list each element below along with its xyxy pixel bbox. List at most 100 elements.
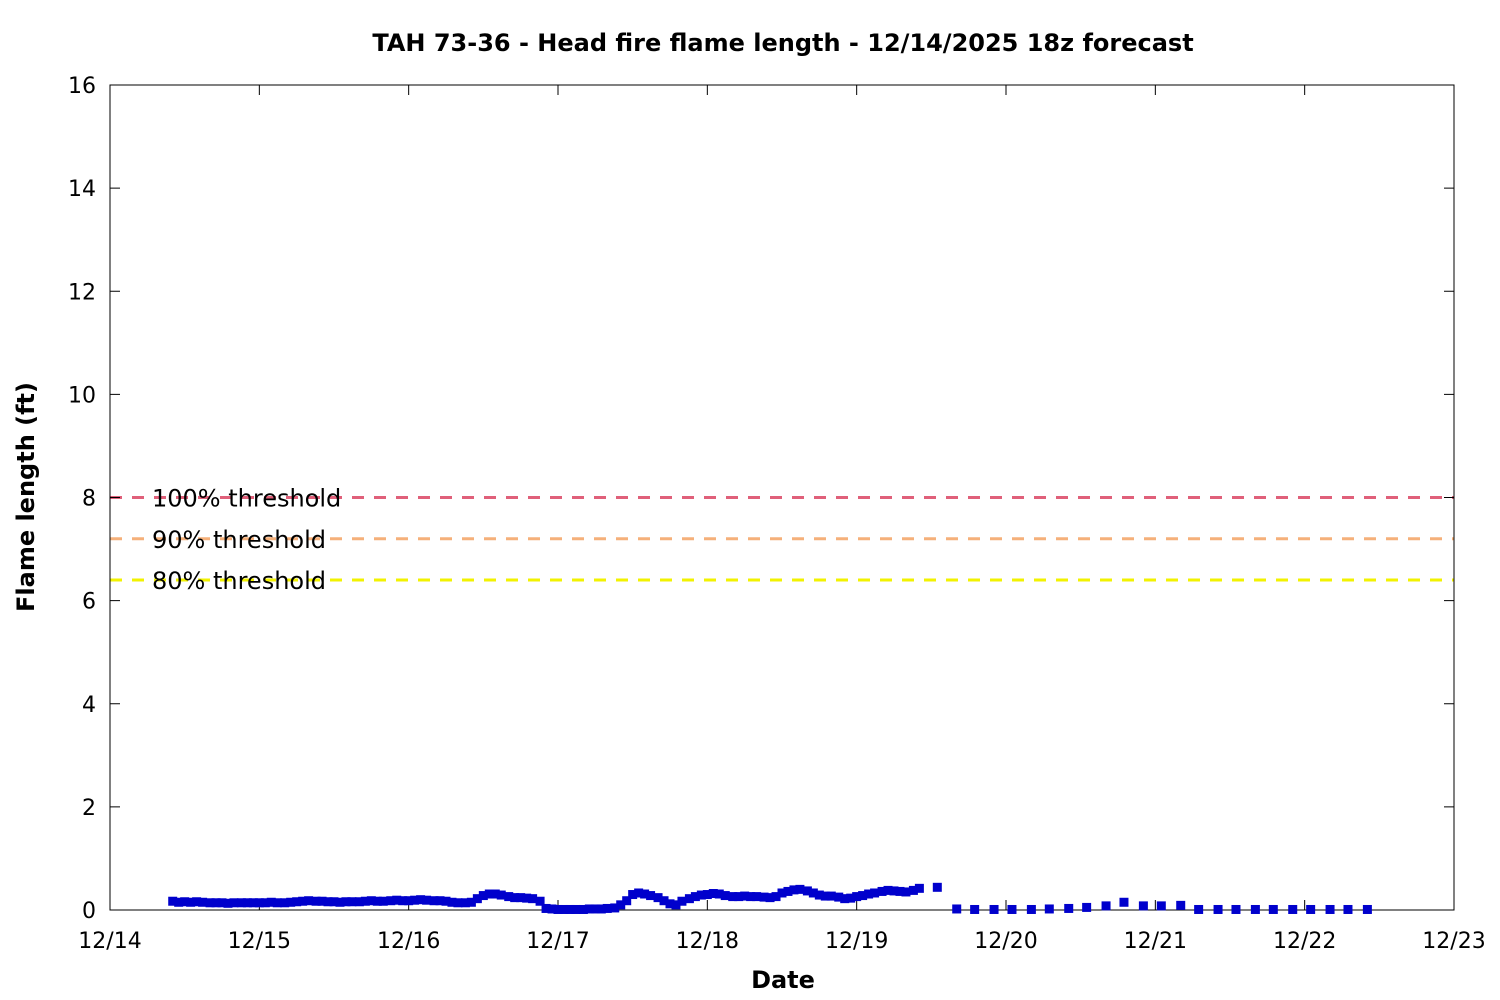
data-point [883, 885, 893, 895]
data-point [429, 896, 439, 906]
data-point [802, 886, 812, 896]
data-point [254, 898, 264, 908]
chart-title: TAH 73-36 - Head fire flame length - 12/… [372, 29, 1193, 57]
x-axis-label: Date [751, 966, 815, 994]
data-point [192, 897, 202, 907]
y-axis-ticks: 0 2 4 6 8 10 12 14 16 [68, 74, 1454, 924]
data-point [490, 889, 500, 899]
data-point [168, 896, 178, 906]
data-point [914, 883, 924, 893]
data-point [571, 904, 581, 914]
data-point [1231, 904, 1241, 914]
data-point [510, 893, 520, 903]
data-point [559, 904, 569, 914]
data-point [1026, 904, 1036, 914]
x-tick-label: 12/21 [1124, 929, 1187, 954]
data-point [584, 904, 594, 914]
data-point [714, 889, 724, 899]
data-point [659, 896, 669, 906]
data-point [1194, 904, 1204, 914]
data-point [740, 891, 750, 901]
data-point [460, 898, 470, 908]
data-point [1362, 904, 1372, 914]
data-point [708, 889, 718, 898]
data-point [372, 896, 382, 906]
data-point [864, 889, 874, 899]
data-point [242, 898, 252, 908]
data-point [702, 890, 712, 900]
threshold-lines [110, 496, 1454, 582]
data-point [1213, 904, 1223, 914]
data-point [826, 891, 836, 901]
x-tick-label: 12/17 [526, 929, 589, 954]
data-point [596, 904, 606, 914]
data-point [280, 898, 290, 908]
data-point [696, 890, 706, 900]
data-point [1343, 904, 1353, 914]
data-point [901, 887, 911, 897]
data-point [272, 898, 282, 908]
data-point [341, 897, 351, 907]
data-point [323, 897, 333, 907]
data-point [447, 897, 457, 907]
data-point [989, 904, 999, 914]
y-tick-label: 6 [82, 590, 96, 615]
x-tick-label: 12/23 [1422, 929, 1485, 954]
x-tick-label: 12/18 [676, 929, 739, 954]
data-point [504, 892, 514, 902]
data-point [329, 897, 339, 907]
data-point [1064, 903, 1074, 913]
data-point [1082, 902, 1092, 912]
data-point [286, 897, 296, 907]
data-point [205, 898, 215, 908]
data-point [528, 894, 538, 904]
data-point [378, 896, 388, 906]
data-point [1119, 897, 1129, 907]
data-point [578, 904, 588, 914]
data-point [472, 894, 482, 904]
data-point [616, 900, 626, 910]
data-point [646, 891, 656, 901]
data-point [808, 888, 818, 898]
data-point [877, 886, 887, 896]
data-point [858, 891, 868, 901]
data-point [535, 896, 545, 906]
data-point [317, 896, 327, 906]
y-tick-label: 4 [82, 693, 96, 718]
flame-length-series [168, 882, 1372, 914]
data-point [392, 895, 402, 905]
y-axis-label: Flame length (ft) [12, 382, 40, 612]
data-point [422, 895, 432, 905]
data-point [335, 897, 345, 907]
data-point [752, 892, 762, 902]
data-point [610, 903, 620, 913]
data-point [478, 891, 488, 901]
data-point [416, 895, 426, 905]
data-point [522, 893, 532, 903]
data-point [1250, 904, 1260, 914]
data-point [640, 889, 650, 899]
data-point [347, 897, 357, 907]
data-point [665, 899, 675, 909]
data-point [547, 904, 557, 914]
data-point [653, 893, 663, 903]
threshold-label: 100% threshold [152, 485, 341, 513]
data-point [846, 893, 856, 903]
data-point [565, 904, 575, 914]
data-point [229, 898, 239, 908]
data-point [671, 900, 681, 910]
data-point [852, 892, 862, 902]
data-point [466, 897, 476, 907]
x-tick-label: 12/14 [78, 929, 141, 954]
data-point [889, 886, 899, 896]
data-point [453, 898, 463, 908]
data-point [952, 904, 962, 914]
y-tick-label: 16 [68, 74, 96, 99]
data-point [1044, 904, 1054, 914]
y-tick-label: 2 [82, 796, 96, 821]
data-point [354, 897, 364, 907]
data-point [895, 886, 905, 896]
data-point [398, 896, 408, 906]
data-point [541, 903, 551, 913]
data-point [789, 885, 799, 895]
